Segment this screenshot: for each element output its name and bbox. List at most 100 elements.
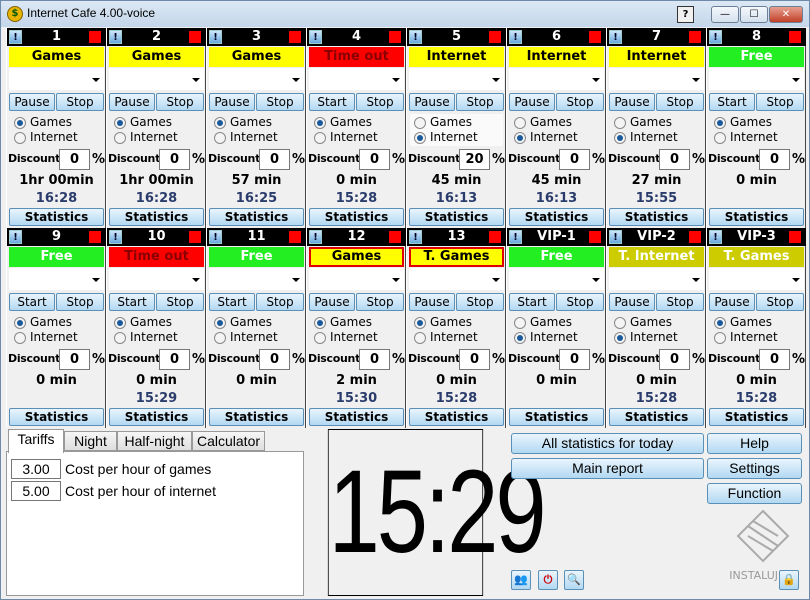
games-radio[interactable]: Games <box>114 115 172 130</box>
discount-input[interactable]: 0 <box>559 349 590 370</box>
start-button[interactable]: Start <box>709 93 755 111</box>
pause-button[interactable]: Pause <box>409 93 455 111</box>
statistics-button[interactable]: Statistics <box>409 408 504 426</box>
games-radio[interactable]: Games <box>214 115 272 130</box>
power-icon[interactable]: ⏻ <box>538 570 558 590</box>
games-radio[interactable]: Games <box>714 315 772 330</box>
statistics-button[interactable]: Statistics <box>109 408 204 426</box>
internet-rate-input[interactable]: 5.00 <box>11 481 61 501</box>
statistics-button[interactable]: Statistics <box>509 208 604 226</box>
games-radio[interactable]: Games <box>314 315 372 330</box>
discount-input[interactable]: 0 <box>159 149 190 170</box>
statistics-button[interactable]: Statistics <box>9 408 104 426</box>
stop-button[interactable]: Stop <box>156 93 204 111</box>
discount-input[interactable]: 0 <box>759 149 790 170</box>
users-icon[interactable]: 👥 <box>511 570 531 590</box>
alert-icon[interactable]: ! <box>409 230 422 244</box>
start-button[interactable]: Start <box>509 293 555 311</box>
stop-button[interactable]: Stop <box>56 293 104 311</box>
station-dropdown[interactable] <box>709 268 804 290</box>
stop-button[interactable]: Stop <box>356 293 404 311</box>
stop-button[interactable]: Stop <box>756 293 804 311</box>
games-radio[interactable]: Games <box>14 315 72 330</box>
games-rate-input[interactable]: 3.00 <box>11 459 61 479</box>
internet-radio[interactable]: Internet <box>414 130 478 145</box>
discount-input[interactable]: 0 <box>659 349 690 370</box>
internet-radio[interactable]: Internet <box>714 330 778 345</box>
games-radio[interactable]: Games <box>614 315 672 330</box>
function-button[interactable]: Function <box>707 483 802 504</box>
station-dropdown[interactable] <box>209 268 304 290</box>
alert-icon[interactable]: ! <box>109 30 122 44</box>
stop-button[interactable]: Stop <box>456 93 504 111</box>
alert-icon[interactable]: ! <box>709 30 722 44</box>
games-radio[interactable]: Games <box>414 315 472 330</box>
alert-icon[interactable]: ! <box>509 230 522 244</box>
alert-icon[interactable]: ! <box>409 30 422 44</box>
pause-button[interactable]: Pause <box>9 93 55 111</box>
maximize-button[interactable]: ☐ <box>740 6 768 23</box>
station-dropdown[interactable] <box>109 268 204 290</box>
discount-input[interactable]: 0 <box>159 349 190 370</box>
games-radio[interactable]: Games <box>314 115 372 130</box>
alert-icon[interactable]: ! <box>509 30 522 44</box>
alert-icon[interactable]: ! <box>9 30 22 44</box>
alert-icon[interactable]: ! <box>9 230 22 244</box>
internet-radio[interactable]: Internet <box>514 130 578 145</box>
lock-icon[interactable]: 🔒 <box>779 570 799 590</box>
alert-icon[interactable]: ! <box>209 230 222 244</box>
pause-button[interactable]: Pause <box>609 93 655 111</box>
station-dropdown[interactable] <box>9 68 104 90</box>
games-radio[interactable]: Games <box>14 115 72 130</box>
discount-input[interactable]: 0 <box>259 149 290 170</box>
stop-button[interactable]: Stop <box>656 93 704 111</box>
discount-input[interactable]: 0 <box>759 349 790 370</box>
discount-input[interactable]: 0 <box>59 349 90 370</box>
statistics-button[interactable]: Statistics <box>209 208 304 226</box>
internet-radio[interactable]: Internet <box>314 330 378 345</box>
statistics-button[interactable]: Statistics <box>309 208 404 226</box>
pause-button[interactable]: Pause <box>309 293 355 311</box>
discount-input[interactable]: 0 <box>459 349 490 370</box>
station-dropdown[interactable] <box>509 268 604 290</box>
discount-input[interactable]: 0 <box>559 149 590 170</box>
discount-input[interactable]: 0 <box>259 349 290 370</box>
internet-radio[interactable]: Internet <box>214 130 278 145</box>
internet-radio[interactable]: Internet <box>714 130 778 145</box>
internet-radio[interactable]: Internet <box>514 330 578 345</box>
pause-button[interactable]: Pause <box>709 293 755 311</box>
station-dropdown[interactable] <box>409 68 504 90</box>
discount-input[interactable]: 0 <box>359 149 390 170</box>
stop-button[interactable]: Stop <box>556 93 604 111</box>
station-dropdown[interactable] <box>509 68 604 90</box>
alert-icon[interactable]: ! <box>309 230 322 244</box>
internet-radio[interactable]: Internet <box>14 130 78 145</box>
start-button[interactable]: Start <box>109 293 155 311</box>
stop-button[interactable]: Stop <box>756 93 804 111</box>
discount-input[interactable]: 0 <box>659 149 690 170</box>
station-dropdown[interactable] <box>209 68 304 90</box>
statistics-button[interactable]: Statistics <box>509 408 604 426</box>
alert-icon[interactable]: ! <box>209 30 222 44</box>
pause-button[interactable]: Pause <box>409 293 455 311</box>
pause-button[interactable]: Pause <box>209 93 255 111</box>
alert-icon[interactable]: ! <box>609 230 622 244</box>
tab-tariffs[interactable]: Tariffs <box>8 429 64 453</box>
close-button[interactable]: ✕ <box>769 6 803 23</box>
minimize-button[interactable]: — <box>711 6 739 23</box>
internet-radio[interactable]: Internet <box>114 130 178 145</box>
settings-button[interactable]: Settings <box>707 458 802 479</box>
help-main-button[interactable]: Help <box>707 433 802 454</box>
games-radio[interactable]: Games <box>114 315 172 330</box>
statistics-button[interactable]: Statistics <box>309 408 404 426</box>
statistics-button[interactable]: Statistics <box>709 408 804 426</box>
statistics-button[interactable]: Statistics <box>409 208 504 226</box>
statistics-button[interactable]: Statistics <box>109 208 204 226</box>
station-dropdown[interactable] <box>409 268 504 290</box>
alert-icon[interactable]: ! <box>109 230 122 244</box>
discount-input[interactable]: 0 <box>359 349 390 370</box>
station-dropdown[interactable] <box>9 268 104 290</box>
internet-radio[interactable]: Internet <box>614 330 678 345</box>
help-button[interactable]: ? <box>677 6 694 23</box>
games-radio[interactable]: Games <box>714 115 772 130</box>
